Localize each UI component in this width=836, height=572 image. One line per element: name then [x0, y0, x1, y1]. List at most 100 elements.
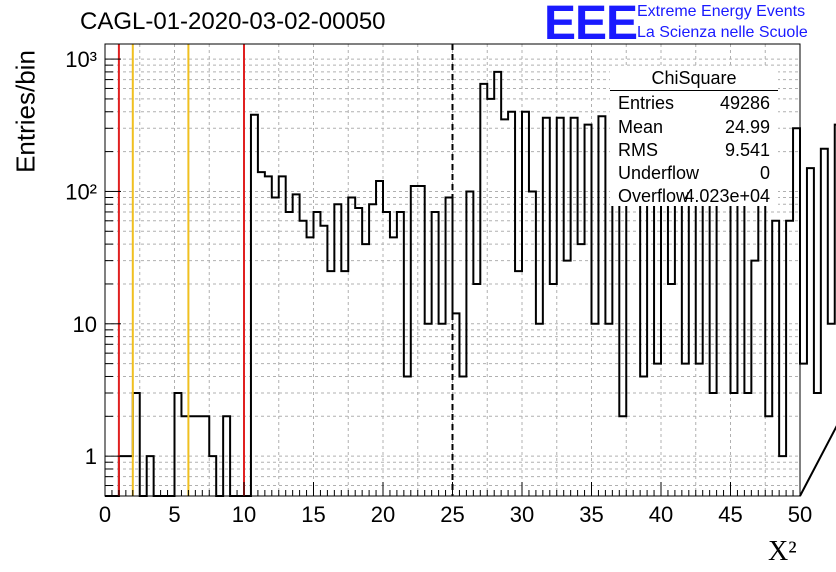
- histogram-bin: [418, 186, 425, 496]
- histogram-bin: [293, 194, 300, 496]
- histogram-bin: [807, 168, 814, 496]
- y-tick-label: 10: [73, 312, 97, 337]
- histogram-bin: [557, 118, 564, 496]
- histogram-bin: [814, 393, 821, 496]
- histogram-bin: [453, 313, 460, 496]
- y-tick-label: 10²: [65, 179, 97, 204]
- histogram-bin: [411, 186, 418, 496]
- x-tick-label: 45: [718, 502, 742, 527]
- histogram-bin: [258, 172, 265, 496]
- histogram-bin: [272, 197, 279, 496]
- histogram-bin: [459, 376, 466, 496]
- histogram-bin: [640, 376, 647, 496]
- stats-title: ChiSquare: [610, 68, 778, 91]
- histogram-bin: [765, 416, 772, 496]
- stats-key: RMS: [618, 140, 658, 160]
- histogram-bin: [175, 393, 182, 496]
- histogram-bin: [133, 393, 140, 496]
- stats-value: 49286: [719, 93, 770, 113]
- stats-value: 0: [759, 163, 770, 183]
- histogram-bin: [731, 393, 738, 496]
- histogram-bin: [223, 416, 230, 496]
- logo-subtitle-line1: Extreme Energy Events: [637, 3, 806, 20]
- eee-logo: EEE: [544, 0, 638, 50]
- histogram-bin: [334, 204, 341, 496]
- histogram-bin: [348, 197, 355, 496]
- x-tick-label: 40: [649, 502, 673, 527]
- x-tick-label: 5: [168, 502, 180, 527]
- x-tick-label: 0: [99, 502, 111, 527]
- histogram-bin: [300, 221, 307, 496]
- x-axis-label: X²: [768, 536, 797, 567]
- histogram-bin: [744, 393, 751, 496]
- histogram-bin: [710, 393, 717, 496]
- stats-box: ChiSquare Entries 49286 Mean 24.99 RMS 9…: [610, 66, 778, 206]
- histogram-bin: [404, 376, 411, 496]
- histogram-bin: [466, 191, 473, 496]
- histogram-bin: [487, 99, 494, 496]
- histogram-bin: [543, 118, 550, 496]
- histogram-bin: [522, 112, 529, 496]
- x-tick-label: 15: [301, 502, 325, 527]
- histogram-bin: [195, 416, 202, 496]
- histogram-bin: [147, 456, 154, 496]
- histogram-bin: [251, 115, 258, 496]
- histogram-bin: [619, 416, 626, 496]
- histogram-bin: [605, 324, 612, 496]
- histogram-bin: [307, 237, 314, 496]
- histogram-bin: [279, 176, 286, 496]
- histogram-bin: [515, 271, 522, 496]
- histogram-bin: [432, 212, 439, 496]
- histogram-bin: [494, 72, 501, 496]
- histogram-bin: [786, 221, 793, 496]
- x-tick-label: 20: [371, 502, 395, 527]
- histogram-bin: [439, 324, 446, 496]
- histogram-bin: [668, 284, 675, 496]
- histogram-bin: [181, 416, 188, 496]
- histogram-bin: [473, 284, 480, 496]
- histogram-bin: [209, 456, 216, 496]
- stats-key: Overflow: [618, 186, 690, 206]
- histogram-bin: [793, 128, 800, 496]
- histogram-bin: [376, 181, 383, 496]
- y-tick-label: 1: [85, 444, 97, 469]
- histogram-bin: [369, 204, 376, 496]
- reference-lines: [117, 44, 454, 496]
- histogram-bin: [188, 416, 195, 496]
- histogram-bin: [696, 364, 703, 496]
- histogram-bin: [397, 212, 404, 496]
- histogram-bin: [800, 364, 807, 496]
- histogram-bin: [425, 324, 432, 496]
- histogram-bin: [286, 212, 293, 496]
- histogram-bin: [362, 244, 369, 496]
- histogram-bin: [126, 456, 133, 496]
- histogram-bin: [571, 118, 578, 496]
- histogram-bin: [383, 212, 390, 496]
- histogram-bin: [314, 212, 321, 496]
- histogram-bin: [564, 261, 571, 496]
- logo-subtitle-line2: La Scienza nelle Scuole: [637, 24, 808, 41]
- stats-row-underflow: Underflow 0: [618, 163, 778, 186]
- histogram-bin: [821, 149, 828, 496]
- stats-key: Underflow: [618, 163, 700, 183]
- histogram-bin: [320, 226, 327, 496]
- axes: 0 5 10 15 20 25 30 35 40 45 50 1 10 10² 10³: [65, 43, 812, 527]
- stats-row-overflow: Overflow 4.023e+04: [618, 186, 778, 209]
- histogram-bin: [724, 204, 731, 496]
- stats-row-rms: RMS 9.541: [618, 140, 778, 163]
- stats-value: 24.99: [724, 117, 770, 137]
- histogram-bin: [578, 244, 585, 496]
- histogram-bin: [772, 221, 779, 496]
- histogram-bin: [327, 271, 334, 496]
- histogram-bin: [779, 456, 786, 496]
- histogram-bin: [592, 324, 599, 496]
- histogram-bin: [390, 237, 397, 496]
- histogram-bin: [529, 191, 536, 496]
- histogram-bin: [633, 204, 640, 496]
- stats-key: Mean: [618, 117, 664, 137]
- histogram-outline: [105, 70, 836, 497]
- stats-row-entries: Entries 49286: [618, 93, 778, 116]
- x-tick-label: 30: [510, 502, 534, 527]
- histogram-bin: [682, 364, 689, 496]
